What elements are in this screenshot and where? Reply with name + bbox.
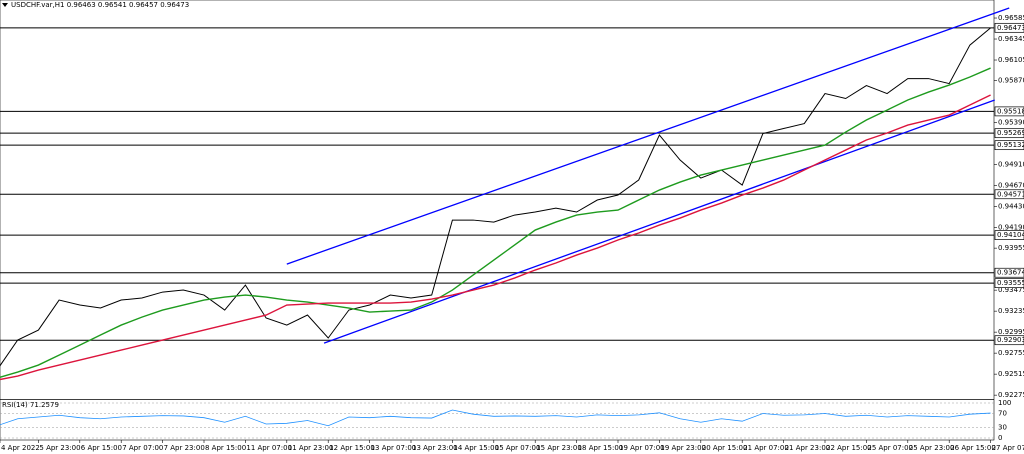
y-tick-label: 0.92515 [998, 370, 1024, 378]
level-label: 0.95269 [997, 129, 1024, 137]
x-tick-label: 25 Apr 07:00 [867, 444, 913, 452]
y-tick-label: 0.96585 [998, 14, 1024, 22]
level-label: 0.93674 [997, 269, 1024, 277]
menu-arrow [2, 3, 8, 7]
series-line [0, 27, 991, 367]
y-tick-label: 0.92275 [998, 391, 1024, 399]
x-tick-label: 14 Apr 15:00 [453, 444, 499, 452]
x-tick-label: 6 Apr 15:00 [81, 444, 122, 452]
y-tick-label: 0.93475 [998, 286, 1024, 294]
rsi-tick-label: 0 [998, 434, 1002, 442]
level-label-box [994, 128, 1024, 139]
level-label-box [994, 22, 1024, 33]
level-label: 0.95132 [997, 141, 1024, 149]
level-label: 0.94571 [997, 190, 1024, 198]
level-label-box [994, 278, 1024, 288]
chart-title: USDCHF.var,H1 0.96463 0.96541 0.96457 0.… [11, 1, 189, 9]
x-tick-label: 15 Apr 07:00 [495, 444, 541, 452]
level-label-box [994, 189, 1024, 200]
x-tick-label: 22 Apr 15:00 [826, 444, 872, 452]
level-label-box [994, 335, 1024, 346]
x-tick-label: 11 Apr 07:00 [246, 444, 292, 452]
x-tick-label: 4 Apr 2022 [1, 444, 40, 452]
plot-frame [0, 0, 995, 441]
x-tick-label: 20 Apr 15:00 [702, 444, 748, 452]
x-tick-label: 26 Apr 15:00 [950, 444, 996, 452]
level-label-box [994, 106, 1024, 117]
x-tick-label: 5 Apr 23:00 [39, 444, 80, 452]
x-tick-label: 18 Apr 15:00 [578, 444, 624, 452]
x-tick-label: 7 Apr 07:00 [122, 444, 163, 452]
rsi-line [0, 409, 991, 427]
rsi-tick-label: 100 [998, 399, 1011, 407]
x-tick-label: 13 Apr 07:00 [371, 444, 417, 452]
x-tick-label: 13 Apr 23:00 [412, 444, 458, 452]
x-tick-label: 25 Apr 23:00 [909, 444, 955, 452]
rsi-label: RSI(14) 71.2579 [2, 401, 59, 409]
level-label-box [994, 230, 1024, 240]
rsi-tick-label: 30 [998, 424, 1007, 432]
series-line [0, 67, 991, 378]
y-tick-label: 0.93235 [998, 307, 1024, 315]
level-label-box [994, 267, 1024, 278]
x-tick-label: 7 Apr 23:00 [164, 444, 205, 452]
level-label: 0.92903 [997, 336, 1024, 344]
x-tick-label: 12 Apr 15:00 [329, 444, 375, 452]
x-tick-label: 21 Apr 07:00 [743, 444, 789, 452]
channel-line [323, 99, 995, 344]
y-tick-label: 0.96345 [998, 35, 1024, 43]
y-tick-label: 0.93955 [998, 244, 1024, 252]
series-line [0, 94, 991, 381]
level-label: 0.95518 [997, 107, 1024, 115]
x-tick-label: 11 Apr 23:00 [288, 444, 334, 452]
level-label: 0.93555 [997, 279, 1024, 287]
x-tick-label: 15 Apr 23:00 [536, 444, 582, 452]
y-tick-label: 0.92995 [998, 328, 1024, 336]
x-tick-label: 19 Apr 23:00 [660, 444, 706, 452]
level-label: 0.96473 [997, 24, 1024, 32]
y-tick-label: 0.96105 [998, 56, 1024, 64]
rsi-tick-label: 70 [998, 410, 1007, 418]
x-tick-label: 8 Apr 15:00 [205, 444, 246, 452]
x-tick-label: 19 Apr 07:00 [619, 444, 665, 452]
level-label-box [994, 140, 1024, 151]
x-tick-label: 27 Apr 07:00 [992, 444, 1024, 452]
level-label: 0.94104 [997, 231, 1024, 239]
x-tick-label: 21 Apr 23:00 [785, 444, 831, 452]
channel-line [286, 7, 1010, 265]
y-tick-label: 0.92755 [998, 349, 1024, 357]
